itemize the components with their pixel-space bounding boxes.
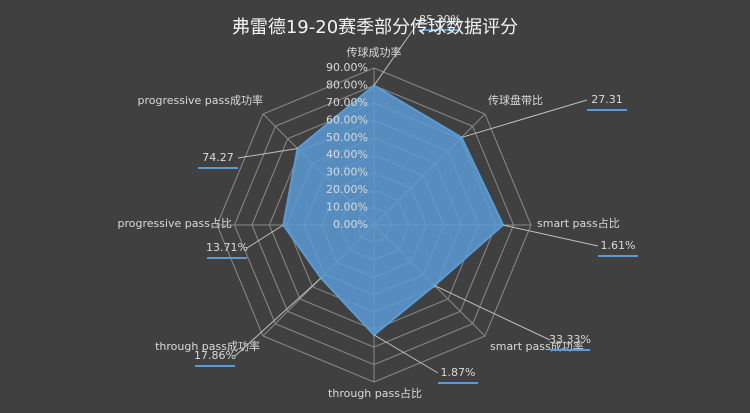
category-label: through pass成功率 bbox=[155, 339, 260, 353]
leader-line bbox=[246, 224, 284, 249]
leader-line bbox=[461, 99, 588, 138]
y-tick-label: 90.00% bbox=[326, 61, 368, 74]
category-label: progressive pass成功率 bbox=[137, 93, 263, 107]
data-label: 33.33% bbox=[549, 333, 591, 346]
leader-line bbox=[502, 224, 599, 247]
y-tick-label: 50.00% bbox=[326, 131, 368, 144]
data-label-layer: 85.20% 27.31 1.61% 33.33% 1.87% 17.86% 13.71% 7… bbox=[194, 13, 638, 384]
category-label: smart pass占比 bbox=[537, 216, 620, 230]
y-tick-label: 80.00% bbox=[326, 78, 368, 91]
category-label: 传球成功率 bbox=[347, 45, 402, 59]
data-label: 17.86% bbox=[194, 349, 236, 362]
leader-line bbox=[373, 334, 439, 374]
data-label: 1.61% bbox=[601, 239, 636, 252]
leader-line bbox=[237, 148, 298, 159]
category-label: through pass占比 bbox=[328, 386, 422, 400]
category-label: progressive pass占比 bbox=[117, 216, 232, 230]
leader-line bbox=[373, 19, 421, 86]
y-tick-label: 70.00% bbox=[326, 96, 368, 109]
y-tick-label: 0.00% bbox=[333, 218, 368, 231]
data-label: 1.87% bbox=[441, 366, 476, 379]
y-tick-label: 40.00% bbox=[326, 148, 368, 161]
category-label: 传球盘带比 bbox=[488, 93, 543, 107]
data-label: 27.31 bbox=[591, 93, 623, 106]
leader-line bbox=[234, 277, 322, 357]
y-tick-label: 30.00% bbox=[326, 166, 368, 179]
y-tick-label: 20.00% bbox=[326, 183, 368, 196]
data-label: 85.20% bbox=[419, 13, 461, 26]
y-tick-label: 10.00% bbox=[326, 201, 368, 214]
chart-title: 弗雷德19-20赛季部分传球数据评分 bbox=[232, 17, 518, 38]
data-label: 13.71% bbox=[206, 241, 248, 254]
y-tick-label: 60.00% bbox=[326, 113, 368, 126]
data-label: 74.27 bbox=[202, 151, 234, 164]
leader-line bbox=[434, 284, 551, 341]
